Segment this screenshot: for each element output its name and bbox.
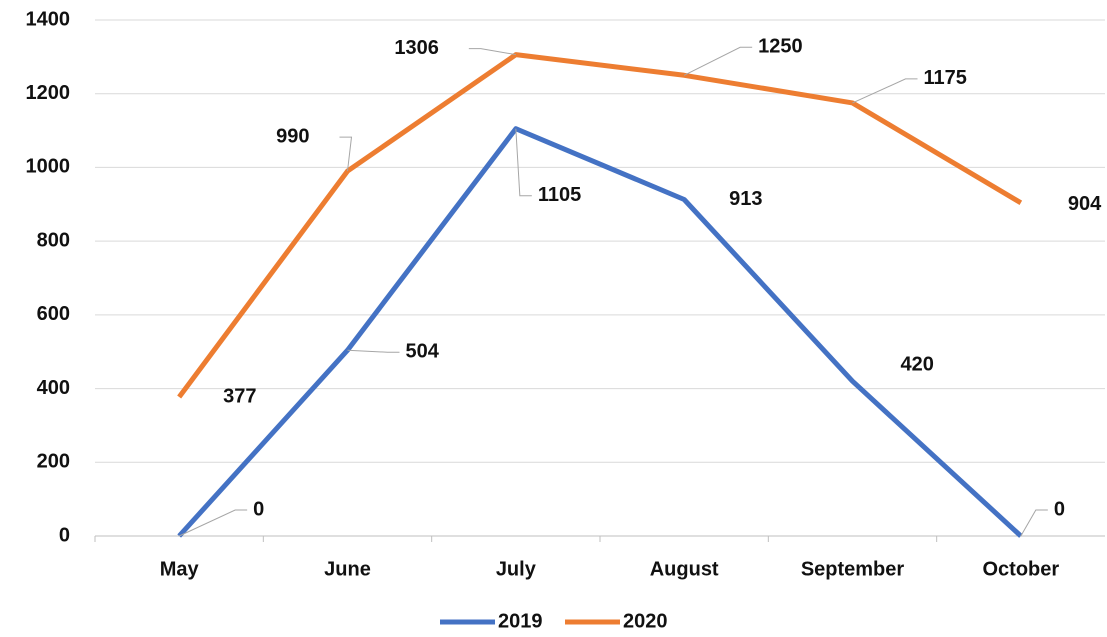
data-label: 913 [729,188,762,210]
leader-line [852,78,918,104]
x-tick-label: June [324,558,371,580]
data-label: 1105 [538,184,581,206]
x-tick-label: August [650,558,719,580]
leader-line [339,136,353,172]
series-line [177,52,1023,399]
leader-line [515,128,532,197]
x-tick-label: May [160,558,200,580]
leader-line [1020,509,1048,537]
leader-line [347,349,400,353]
x-tick-label: July [496,558,537,580]
leader-line [683,46,753,76]
y-tick-label: 200 [37,451,70,473]
data-label: 904 [1068,193,1102,215]
data-label: 377 [223,385,256,407]
data-label: 1250 [758,36,803,58]
data-label: 1306 [394,37,439,59]
data-label: 420 [901,353,934,375]
y-tick-label: 600 [37,303,70,325]
legend-label: 2019 [498,610,543,632]
y-tick-label: 400 [37,377,70,399]
data-label: 990 [276,125,309,147]
y-tick-label: 1400 [26,8,71,30]
data-label: 0 [1054,498,1065,520]
x-tick-label: September [801,558,905,580]
data-label: 1175 [924,67,967,89]
leader-line [468,48,516,56]
x-tick-label: October [982,558,1059,580]
y-tick-label: 0 [59,524,70,546]
y-tick-label: 800 [37,229,70,251]
legend-label: 2020 [623,610,668,632]
data-label: 504 [406,341,440,363]
data-label: 0 [253,498,264,520]
series-line [177,126,1023,538]
y-tick-label: 1200 [26,82,71,104]
leader-line [178,509,248,537]
y-tick-label: 1000 [26,156,71,178]
